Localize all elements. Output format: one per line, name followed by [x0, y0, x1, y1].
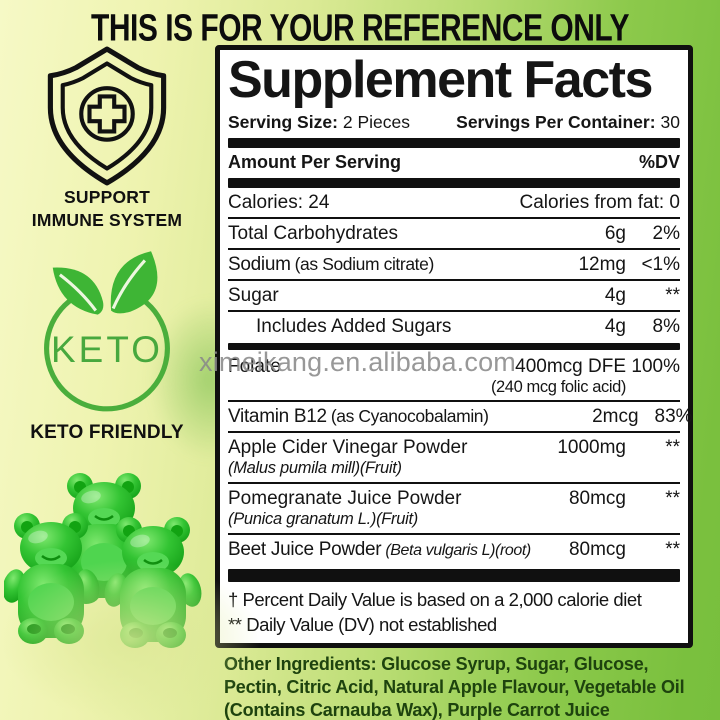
keto-circle-text: KETO	[51, 329, 163, 370]
nutrient-name: Sodium	[228, 254, 291, 275]
panel-title: Supplement Facts	[228, 51, 653, 109]
nutrient-name: Vitamin B12	[228, 406, 327, 427]
nutrient-row-sodium: Sodium (as Sodium citrate) 12mg <1%	[228, 248, 680, 279]
nutrient-name: Apple Cider Vinegar Powder	[228, 437, 468, 458]
nutrient-row-calories: Calories: 24 Calories from fat: 0	[228, 188, 680, 217]
divider-medium	[228, 343, 680, 350]
nutrient-row-sugar: Sugar 4g **	[228, 279, 680, 310]
servings-per-container-value: 30	[660, 112, 680, 132]
dv-header: %DV	[638, 152, 680, 172]
serving-size-value: 2 Pieces	[342, 112, 411, 132]
keto-badge-label: KETO FRIENDLY	[30, 422, 184, 443]
keto-leaf-circle-icon: KETO	[44, 251, 170, 412]
nutrient-dv: <1%	[641, 254, 680, 275]
nutrient-amount: 400mcg DFE	[515, 356, 626, 377]
nutrient-dv: 2%	[652, 223, 680, 244]
divider-thick	[228, 138, 680, 148]
column-header-row: Amount Per Serving %DV	[228, 148, 680, 178]
gummy-bears-image	[4, 471, 204, 650]
nutrient-name: Pomegranate Juice Powder	[228, 488, 462, 509]
nutrient-name: Beet Juice Powder	[228, 539, 382, 560]
nutrient-amount: 80mcg	[568, 539, 626, 560]
nutrient-amount: 4g	[604, 316, 626, 337]
calories-from-fat-label: Calories from fat: 0	[519, 192, 681, 213]
nutrient-amount: 4g	[604, 285, 626, 306]
nutrient-note: (as Sodium citrate)	[294, 254, 435, 274]
footnote-dv-not-established: ** Daily Value (DV) not established	[228, 614, 497, 635]
nutrient-amount: 12mg	[578, 254, 626, 275]
nutrient-row-apple-cider-vinegar: Apple Cider Vinegar Powder (Malus pumila …	[228, 431, 680, 482]
nutrient-amount: 2mcg	[592, 406, 639, 427]
nutrient-row-folate: Folate 400mcg DFE (240 mcg folic acid) 10…	[228, 352, 680, 400]
footnote-daily-value: † Percent Daily Value is based on a 2,00…	[228, 589, 642, 610]
nutrient-name: Includes Added Sugars	[256, 316, 452, 337]
nutrient-amount-note: (240 mcg folic acid)	[490, 378, 626, 396]
nutrient-row-pomegranate: Pomegranate Juice Powder (Punica granatum…	[228, 482, 680, 533]
other-ingredients: Other Ingredients: Glucose Syrup, Sugar,…	[224, 654, 685, 720]
nutrient-row-added-sugars: Includes Added Sugars 4g 8%	[228, 310, 680, 341]
nutrient-latin-name: (Malus pumila mill)(Fruit)	[228, 459, 402, 477]
nutrient-dv: 83%	[654, 406, 693, 427]
leaf-right-icon	[110, 251, 158, 314]
servings-per-container: Servings Per Container: 30	[456, 112, 680, 133]
nutrient-dv: **	[665, 539, 680, 560]
nutrient-dv: **	[665, 488, 680, 509]
nutrient-amount: 80mcg	[568, 488, 626, 509]
banner-title: THIS IS FOR YOUR REFERENCE ONLY	[91, 7, 629, 50]
keto-badge: KETO KETO FRIENDLY	[22, 243, 192, 444]
serving-size-label: Serving Size:	[228, 112, 338, 132]
nutrient-dv: 100%	[631, 356, 680, 377]
divider-thick	[228, 569, 680, 582]
shield-cross-icon	[47, 46, 167, 186]
nutrient-row-beet-juice: Beet Juice Powder (Beta vulgaris L)(root)…	[228, 533, 680, 564]
nutrient-name: Total Carbohydrates	[228, 223, 399, 244]
supplement-facts-panel: Supplement Facts Serving Size: 2 Pieces S…	[215, 45, 693, 648]
nutrient-row-carbohydrates: Total Carbohydrates 6g 2%	[228, 217, 680, 248]
serving-info-line: Serving Size: 2 Pieces Servings Per Conta…	[228, 109, 680, 138]
nutrient-name: Folate	[228, 356, 281, 377]
nutrient-row-vitamin-b12: Vitamin B12 (as Cyanocobalamin) 2mcg 83%	[228, 400, 693, 431]
nutrient-amount: 6g	[604, 223, 626, 244]
immune-badge: SUPPORT IMMUNE SYSTEM	[26, 46, 188, 232]
amount-per-serving-header: Amount Per Serving	[228, 152, 402, 172]
nutrient-dv: **	[665, 285, 680, 306]
immune-badge-label-line1: SUPPORT	[64, 187, 150, 207]
nutrient-dv: **	[665, 437, 680, 458]
nutrient-latin-name: (Punica granatum L.)(Fruit)	[228, 510, 418, 528]
watermark: ximeikang.en.alibaba.com	[199, 347, 516, 377]
nutrient-latin-name: (Beta vulgaris L)(root)	[385, 542, 531, 559]
servings-per-container-label: Servings Per Container:	[456, 112, 656, 132]
footnotes: † Percent Daily Value is based on a 2,00…	[228, 582, 680, 641]
nutrient-note: (as Cyanocobalamin)	[330, 406, 489, 426]
nutrient-name: Sugar	[228, 285, 279, 306]
serving-size: Serving Size: 2 Pieces	[228, 112, 410, 133]
nutrient-amount: 1000mg	[557, 437, 626, 458]
calories-label: Calories: 24	[228, 192, 330, 213]
immune-badge-label-line2: IMMUNE SYSTEM	[31, 210, 183, 230]
divider-thick	[228, 178, 680, 188]
nutrient-dv: 8%	[652, 316, 680, 337]
